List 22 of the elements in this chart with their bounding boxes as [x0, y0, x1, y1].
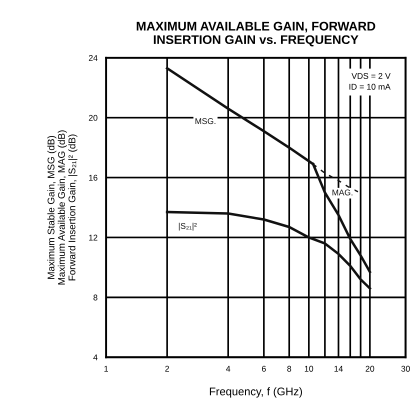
x-tick-label: 8 — [287, 366, 292, 372]
y-tick-label: 4 — [93, 354, 98, 360]
y-tick-label: 20 — [88, 114, 98, 121]
series-label: MSG. — [196, 118, 216, 124]
x-tick-label: 14 — [334, 366, 343, 372]
annotation: VDS = 2 V ID = 10 mA — [349, 73, 391, 90]
chart-title: MAXIMUM AVAILABLE GAIN, FORWARD INSERTION GAIN vs. FREQUENCY — [136, 22, 376, 46]
y-tick-label: 16 — [89, 174, 98, 181]
y-tick-label: 12 — [89, 234, 98, 240]
x-tick-label: 20 — [366, 366, 374, 372]
series-label: MAG. — [332, 190, 352, 196]
x-tick-label: 1 — [104, 366, 108, 372]
y-tick-label: 24 — [88, 55, 98, 61]
x-tick-label: 10 — [304, 366, 314, 372]
x-axis-title: Frequency, f (GHz) — [210, 387, 302, 398]
y-tick-label: 8 — [93, 294, 98, 300]
x-tick-label: 6 — [262, 366, 266, 372]
x-tick-label: 4 — [226, 366, 230, 372]
x-tick-label: 2 — [165, 366, 170, 372]
x-tick-label: 30 — [401, 366, 410, 372]
series-label: |S₂₁|² — [178, 222, 197, 231]
y-axis-title: Maximum Stable Gain, MSG (dB) Maximum Available Gain, MAG (dB) Forward Insertion Gain, |S₂₁|² (dB) — [47, 130, 78, 284]
